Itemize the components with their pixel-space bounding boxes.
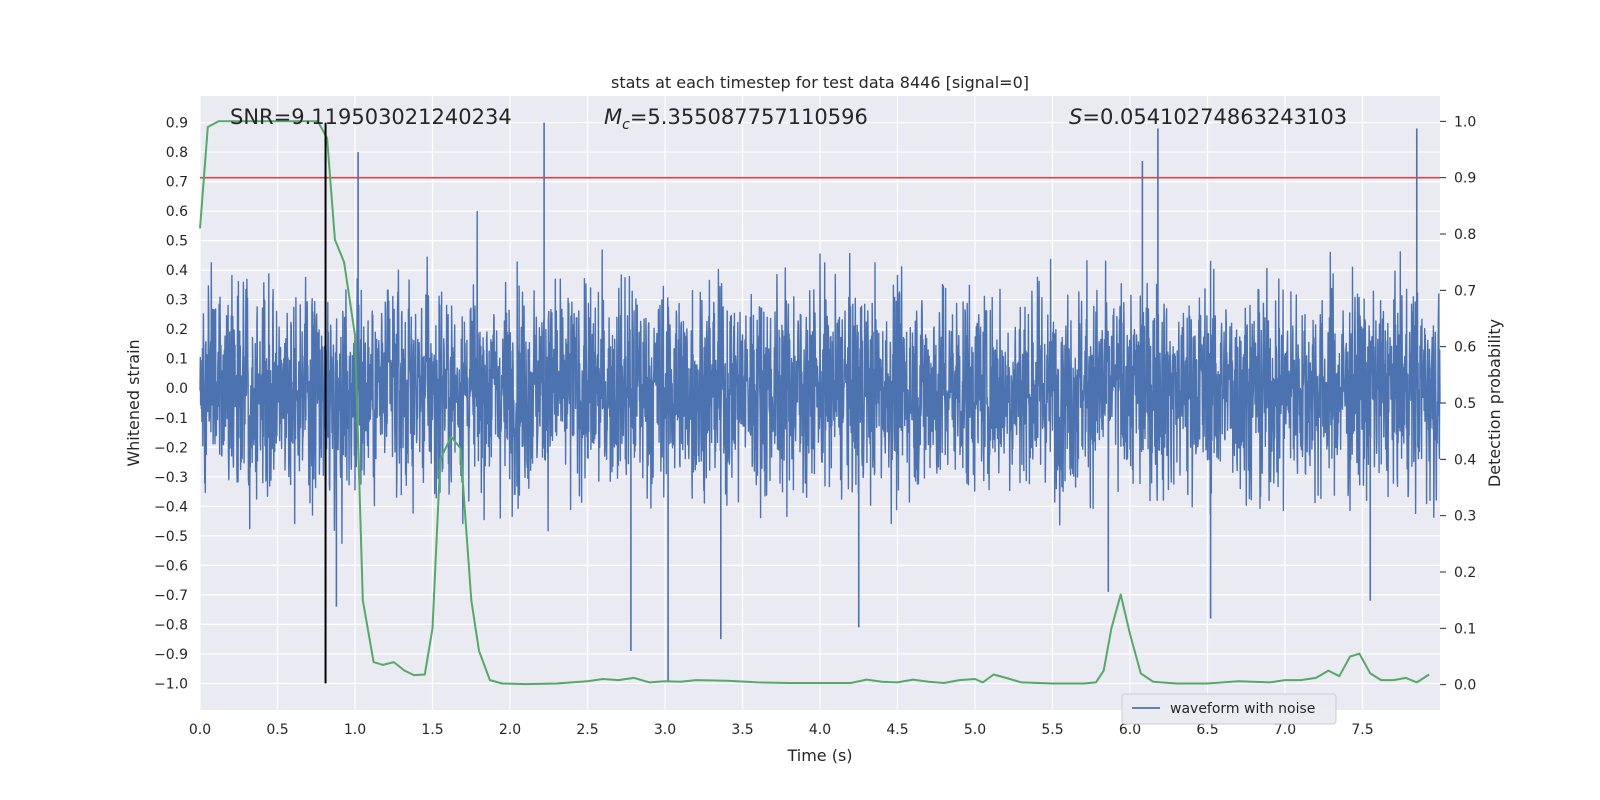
chirp-mass-symbol: M [604, 105, 622, 129]
series-waveform-with-noise [199, 210, 1441, 544]
plot-area [199, 120, 1441, 686]
y-tick-label-right: 0.0 [1454, 678, 1476, 694]
y-tick-label-left: −0.5 [154, 529, 188, 545]
y-tick-label-right: 0.2 [1454, 565, 1476, 581]
y-tick-label-right: 0.9 [1454, 171, 1476, 187]
y-axis-label-right: Detection probability [1485, 319, 1504, 487]
y-tick-label-left: 0.2 [166, 322, 188, 338]
x-tick-label: 3.0 [654, 722, 676, 738]
y-tick-label-left: 0.6 [166, 204, 188, 220]
y-tick-label-left: 0.0 [166, 381, 188, 397]
y-tick-label-right: 0.3 [1454, 509, 1476, 525]
x-tick-label: 4.5 [886, 722, 908, 738]
y-axis-label-left: Whitened strain [124, 339, 143, 466]
s-annotation: S=0.05410274863243103 [1069, 105, 1347, 129]
chirp-mass-value: =5.355087757110596 [630, 105, 868, 129]
y-tick-label-left: −0.8 [154, 617, 188, 633]
chirp-mass-annotation: Mc=5.355087757110596 [604, 105, 868, 133]
y-tick-label-left: −0.6 [154, 558, 188, 574]
y-tick-label-right: 0.7 [1454, 283, 1476, 299]
x-tick-label: 6.0 [1119, 722, 1141, 738]
y-tick-label-left: −0.4 [154, 499, 188, 515]
y-axis-right-ticks: 1.0 0.9 0.8 0.7 0.6 0.5 0.4 0.3 0.2 0.1 0.0 [1440, 114, 1476, 694]
x-tick-label: 1.0 [344, 722, 366, 738]
x-tick-label: 6.5 [1196, 722, 1218, 738]
x-tick-label: 0.5 [266, 722, 288, 738]
y-tick-label-right: 0.6 [1454, 340, 1476, 356]
x-tick-label: 7.5 [1351, 722, 1373, 738]
y-tick-label-left: −0.9 [154, 647, 188, 663]
s-value: =0.05410274863243103 [1082, 105, 1347, 129]
x-axis-label: Time (s) [786, 746, 852, 765]
y-tick-label-left: 0.8 [166, 145, 188, 161]
y-tick-label-left: −0.2 [154, 440, 188, 456]
y-tick-label-left: 0.9 [166, 116, 188, 132]
x-axis-ticks: 0.0 0.5 1.0 1.5 2.0 2.5 3.0 3.5 4.0 4.5 5.0 5.5 6.0 6… [189, 722, 1374, 738]
y-tick-label-left: −0.1 [154, 411, 188, 427]
y-tick-label-left: 0.7 [166, 175, 188, 191]
snr-annotation: SNR=9.119503021240234 [230, 105, 512, 129]
x-tick-label: 7.0 [1274, 722, 1296, 738]
x-tick-label: 1.5 [421, 722, 443, 738]
s-symbol: S [1069, 105, 1082, 129]
x-tick-label: 4.0 [809, 722, 831, 738]
legend-box [1121, 693, 1337, 725]
y-tick-label-left: 0.1 [166, 352, 188, 368]
x-tick-label: 2.5 [576, 722, 598, 738]
y-tick-label-right: 0.8 [1454, 227, 1476, 243]
x-tick-label: 2.0 [499, 722, 521, 738]
y-tick-label-right: 1.0 [1454, 114, 1476, 130]
series-detection-probability [199, 120, 1430, 686]
legend-label-waveform: waveform with noise [1170, 701, 1315, 717]
y-tick-label-right: 0.1 [1454, 621, 1476, 637]
x-tick-label: 5.5 [1041, 722, 1063, 738]
y-tick-label-right: 0.4 [1454, 452, 1476, 468]
y-tick-label-left: 0.4 [166, 263, 188, 279]
y-tick-label-left: 0.3 [166, 293, 188, 309]
legend: waveform with noise [1121, 693, 1337, 725]
x-tick-label: 0.0 [189, 722, 211, 738]
y-tick-label-right: 0.5 [1454, 396, 1476, 412]
x-tick-label: 3.5 [731, 722, 753, 738]
chirp-mass-subscript: c [622, 117, 630, 133]
chart-title: stats at each timestep for test data 844… [611, 73, 1029, 92]
y-tick-label-left: −0.3 [154, 470, 188, 486]
y-tick-label-left: −1.0 [154, 676, 188, 692]
y-tick-label-left: −0.7 [154, 588, 188, 604]
y-axis-left-ticks: 0.9 0.8 0.7 0.6 0.5 0.4 0.3 0.2 0.1 0.0 −0.1 −0.2 −0… [154, 116, 188, 693]
x-tick-label: 5.0 [964, 722, 986, 738]
y-tick-label-left: 0.5 [166, 234, 188, 250]
